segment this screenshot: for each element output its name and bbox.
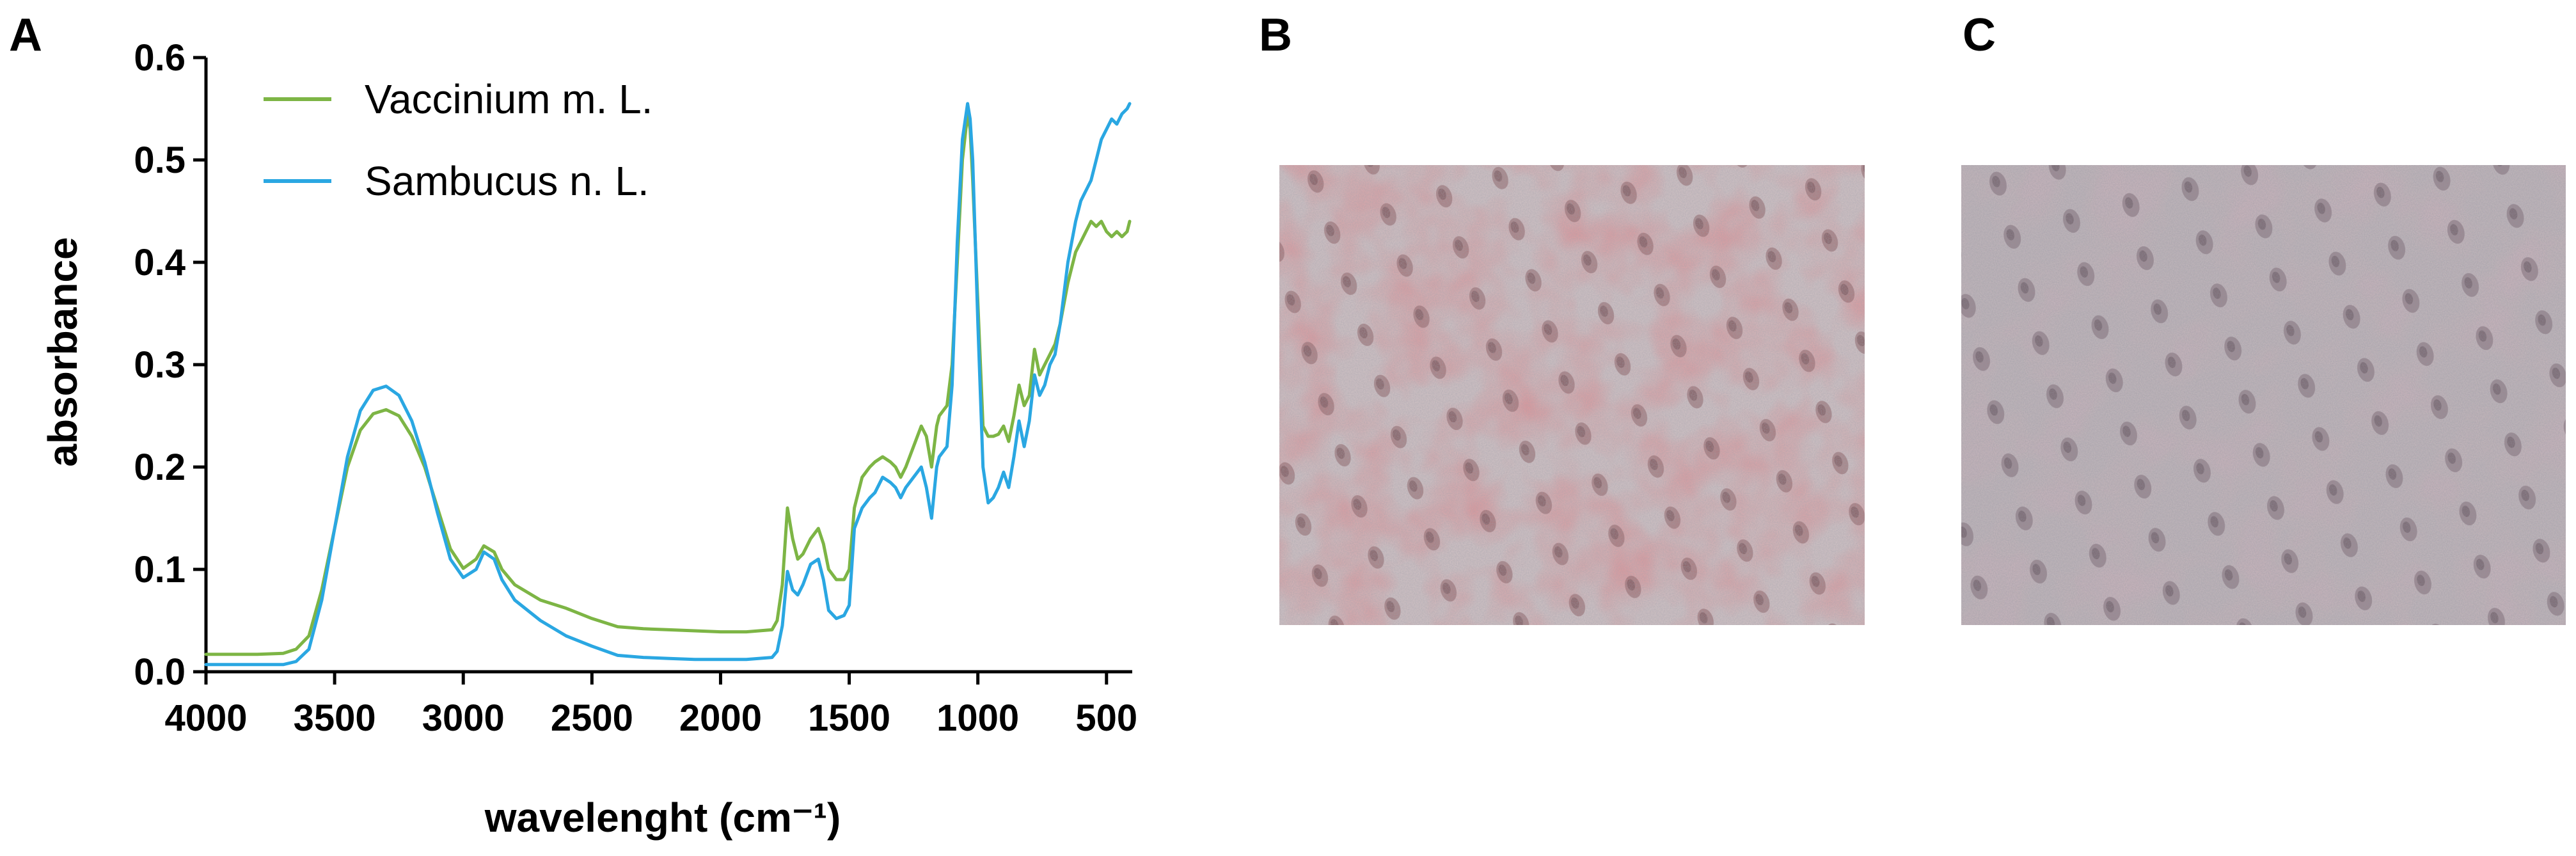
x-tick-label: 1000 <box>936 697 1019 739</box>
series-line-1 <box>204 112 1132 656</box>
legend-label: Sambucus n. L. <box>365 158 649 204</box>
chart-series <box>204 102 1132 667</box>
y-axis-label: absorbance <box>40 237 86 466</box>
y-tick-label: 0.2 <box>134 447 186 488</box>
y-tick-label: 0.3 <box>134 344 186 386</box>
x-tick-label: 1500 <box>808 697 890 739</box>
x-tick-label: 3500 <box>294 697 376 739</box>
x-axis-label: wavelenght (cm⁻¹) <box>484 795 841 841</box>
x-tick-label: 4000 <box>164 697 247 739</box>
x-tick-label: 3000 <box>422 697 505 739</box>
sample-photo-vaccinium <box>1279 165 1865 625</box>
y-tick-label: 0.1 <box>134 549 186 590</box>
sample-photo-sambucus <box>1961 165 2566 625</box>
y-tick-label: 0.5 <box>134 139 186 181</box>
ftir-chart: 0.0 0.1 0.2 0.3 0.4 0.5 0.6 4000 3500 3000 2500 200… <box>40 37 1137 841</box>
panel-label-a: A <box>9 10 42 61</box>
y-tick-label: 0.6 <box>134 37 186 79</box>
panel-label-c: C <box>1963 10 1996 61</box>
x-tick-label: 2000 <box>679 697 762 739</box>
x-tick-label: 500 <box>1075 697 1137 739</box>
panel-label-b: B <box>1259 10 1292 61</box>
legend-label: Vaccinium m. L. <box>365 76 653 122</box>
x-tick-label: 2500 <box>551 697 633 739</box>
y-tick-label: 0.4 <box>134 242 186 283</box>
y-tick-label: 0.0 <box>134 651 186 693</box>
chart-axes: 0.0 0.1 0.2 0.3 0.4 0.5 0.6 4000 3500 3000 2500 200… <box>134 37 1137 739</box>
chart-legend: Vaccinium m. L. Sambucus n. L. <box>264 76 653 204</box>
series-line-2 <box>204 102 1132 667</box>
